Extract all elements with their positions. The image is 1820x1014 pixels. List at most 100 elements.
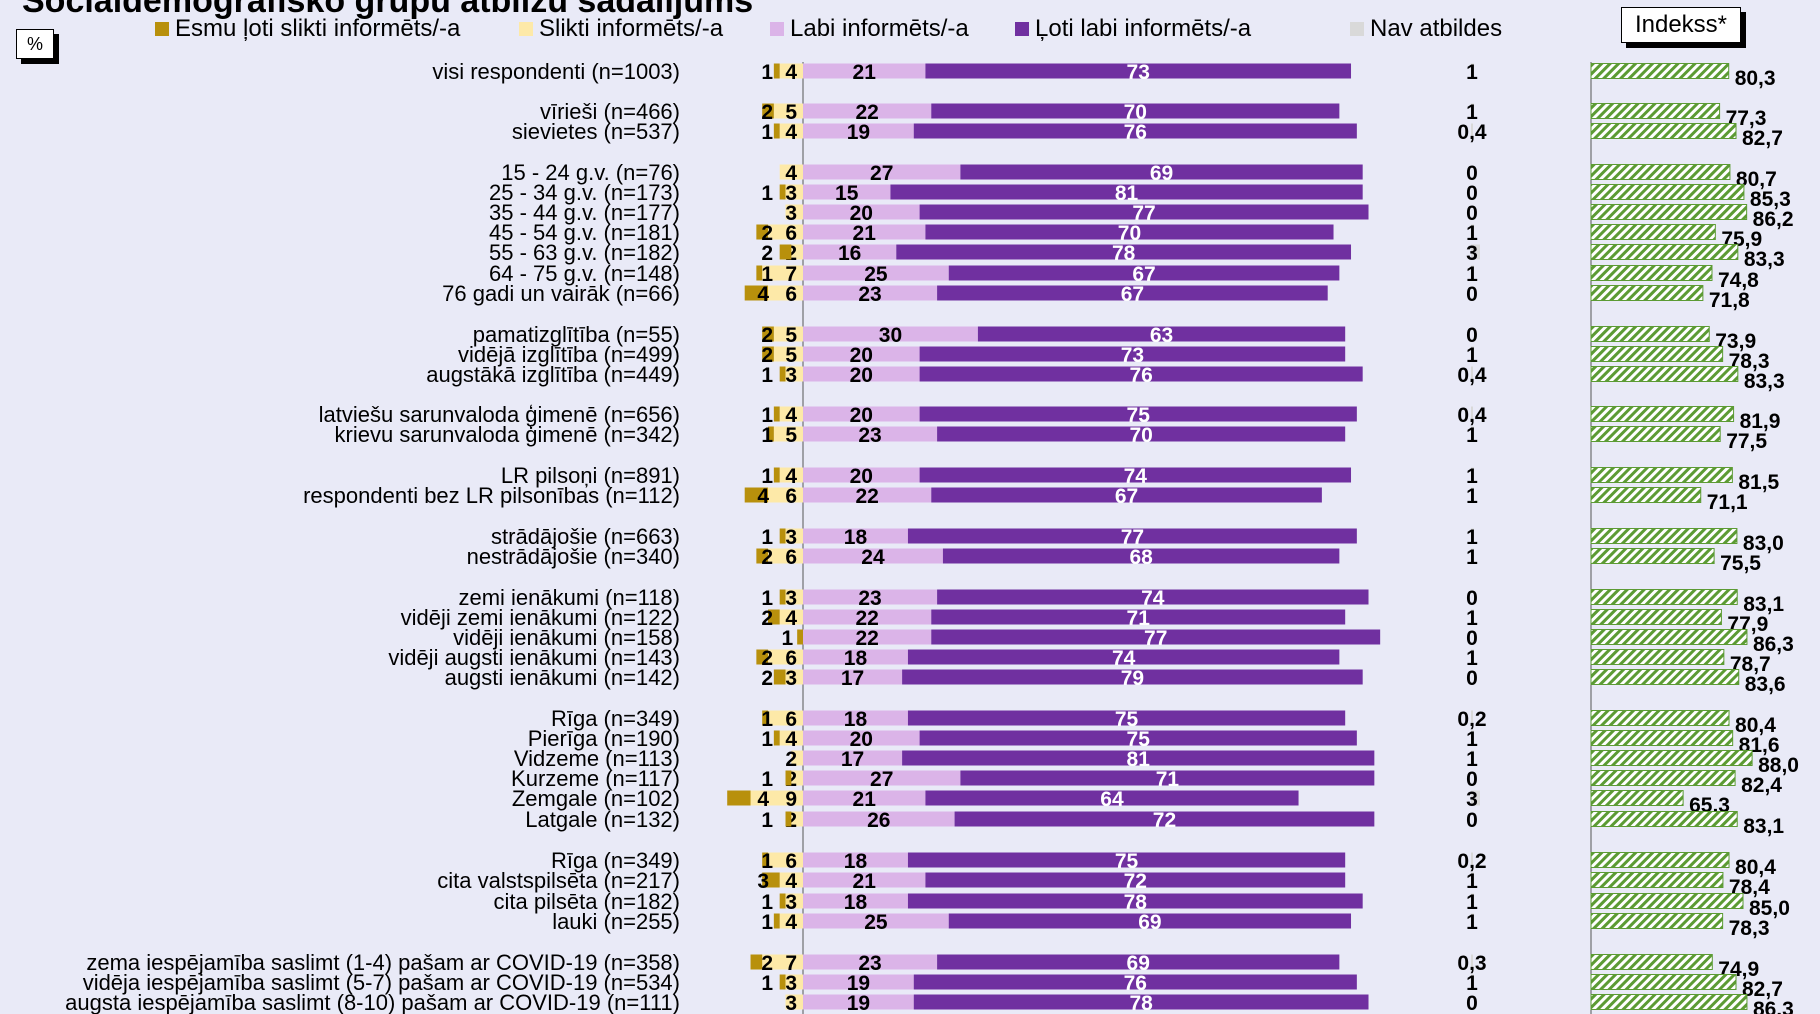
bar-index	[1590, 63, 1730, 79]
bar-index	[1590, 730, 1734, 746]
value-label-good: 23	[858, 283, 881, 306]
bar-very-good	[931, 629, 1381, 645]
bar-very-good	[919, 204, 1369, 220]
value-label-index: 73,9	[1715, 330, 1756, 353]
bar-poor	[779, 609, 803, 625]
value-label-index: 80,4	[1735, 714, 1776, 737]
value-label-no-answer: 0	[1466, 182, 1478, 205]
value-label-very-good: 71	[1156, 768, 1180, 791]
bar-poor	[773, 326, 803, 342]
category-label: sievietes (n=537)	[512, 119, 680, 144]
value-label-poor: 6	[785, 222, 797, 245]
value-label-very-good: 78	[1129, 992, 1153, 1014]
bar-no-answer	[1471, 954, 1473, 970]
bar-poor	[768, 285, 803, 301]
value-label-index: 78,3	[1729, 350, 1770, 373]
value-label-good: 15	[835, 182, 859, 205]
bar-index	[1590, 811, 1738, 827]
value-label-no-answer: 1	[1466, 424, 1478, 447]
bar-no-answer	[1471, 852, 1473, 868]
bar-very-poor	[779, 974, 786, 990]
bar-poor	[762, 265, 803, 281]
value-label-index: 78,3	[1729, 917, 1770, 940]
bar-good	[803, 790, 926, 806]
bar-index	[1590, 224, 1716, 240]
value-label-no-answer: 1	[1466, 222, 1478, 245]
category-label: 45 - 54 g.v. (n=181)	[489, 220, 680, 245]
bar-poor	[785, 669, 803, 685]
bar-very-good	[913, 994, 1369, 1010]
bar-index	[1590, 954, 1713, 970]
value-label-very-poor: 1	[761, 424, 773, 447]
bar-good	[803, 669, 903, 685]
value-label-very-good: 73	[1127, 61, 1150, 84]
bar-poor	[773, 426, 803, 442]
bar-poor	[779, 730, 803, 746]
bar-poor	[773, 346, 803, 362]
bar-very-poor	[762, 710, 769, 726]
bar-no-answer	[1471, 730, 1474, 746]
value-label-no-answer: 1	[1466, 891, 1478, 914]
bar-no-answer	[1471, 609, 1474, 625]
bar-very-poor	[744, 285, 769, 301]
value-label-no-answer: 0,3	[1457, 952, 1486, 975]
bar-poor	[785, 366, 803, 382]
value-label-index: 80,4	[1735, 856, 1776, 879]
bar-index	[1590, 893, 1744, 909]
bar-poor	[785, 893, 803, 909]
value-label-very-good: 75	[1115, 850, 1139, 873]
category-label: nestrādājošie (n=340)	[467, 544, 680, 569]
bar-good	[803, 548, 943, 564]
legend-item-very-good: Ļoti labi informēts/-a	[1015, 14, 1251, 44]
value-label-index: 71,8	[1709, 289, 1750, 312]
category-label: latviešu sarunvaloda ģimenē (n=656)	[319, 402, 680, 427]
bar-no-answer	[1471, 406, 1473, 422]
value-label-no-answer: 1	[1466, 748, 1478, 771]
bar-very-poor	[773, 63, 780, 79]
value-label-very-poor: 1	[761, 526, 773, 549]
bar-index	[1590, 548, 1715, 564]
legend-item-very-poor: Esmu ļoti slikti informēts/-a	[155, 14, 460, 44]
bar-very-poor	[773, 467, 780, 483]
value-label-poor: 9	[785, 788, 797, 811]
value-label-good: 23	[858, 587, 881, 610]
value-label-index: 75,5	[1720, 552, 1761, 575]
bar-index	[1590, 204, 1748, 220]
category-label: Rīga (n=349)	[551, 706, 680, 731]
value-label-poor: 4	[785, 61, 797, 84]
bar-very-good	[960, 770, 1375, 786]
value-label-very-good: 67	[1115, 485, 1138, 508]
bar-good	[803, 528, 908, 544]
category-label: Kurzeme (n=117)	[511, 766, 680, 791]
bar-very-poor	[779, 366, 786, 382]
category-label: vidēji augsti ienākumi (n=143)	[388, 645, 680, 670]
value-label-no-answer: 1	[1466, 728, 1478, 751]
value-label-very-good: 76	[1124, 121, 1147, 144]
bar-index	[1590, 994, 1748, 1010]
bar-index	[1590, 913, 1724, 929]
bar-very-poor	[785, 770, 792, 786]
value-label-poor: 3	[785, 182, 797, 205]
bar-poor	[768, 487, 803, 503]
bar-good	[803, 974, 914, 990]
value-label-no-answer: 0,4	[1457, 364, 1487, 387]
value-label-very-good: 81	[1115, 182, 1139, 205]
value-label-no-answer: 1	[1466, 870, 1478, 893]
value-label-no-answer: 1	[1466, 526, 1478, 549]
value-label-good: 30	[879, 324, 902, 347]
value-label-no-answer: 1	[1466, 485, 1478, 508]
value-label-index: 83,0	[1743, 532, 1784, 555]
value-label-very-good: 69	[1138, 911, 1161, 934]
value-label-no-answer: 1	[1466, 61, 1478, 84]
bar-very-good	[919, 406, 1357, 422]
value-label-very-poor: 2	[761, 242, 773, 265]
bar-no-answer	[1471, 123, 1473, 139]
value-label-poor: 5	[785, 424, 797, 447]
bar-no-answer	[1471, 63, 1474, 79]
bar-index	[1590, 406, 1735, 422]
value-label-no-answer: 3	[1466, 242, 1478, 265]
value-label-index: 88,0	[1758, 754, 1799, 777]
bar-no-answer	[1471, 790, 1480, 806]
bar-index	[1590, 790, 1684, 806]
value-label-good: 19	[847, 121, 870, 144]
